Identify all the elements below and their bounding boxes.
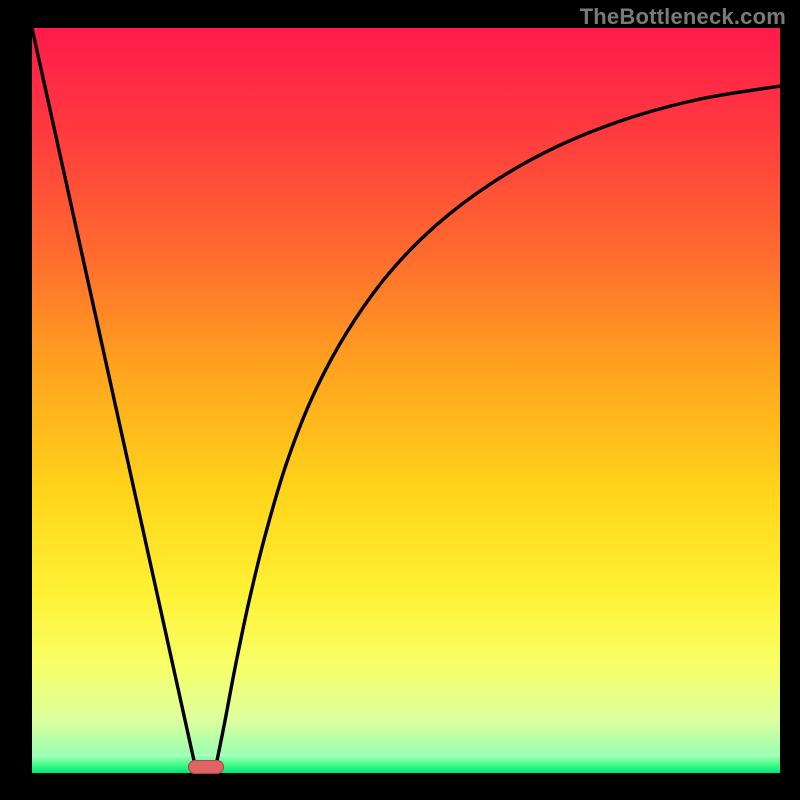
right-rising-curve — [216, 86, 780, 765]
watermark-text: TheBottleneck.com — [580, 4, 786, 30]
curve-layer — [32, 28, 780, 773]
optimal-point-marker — [188, 760, 224, 774]
chart-container: TheBottleneck.com — [0, 0, 800, 800]
left-descending-line — [32, 28, 195, 766]
plot-area — [32, 28, 780, 773]
